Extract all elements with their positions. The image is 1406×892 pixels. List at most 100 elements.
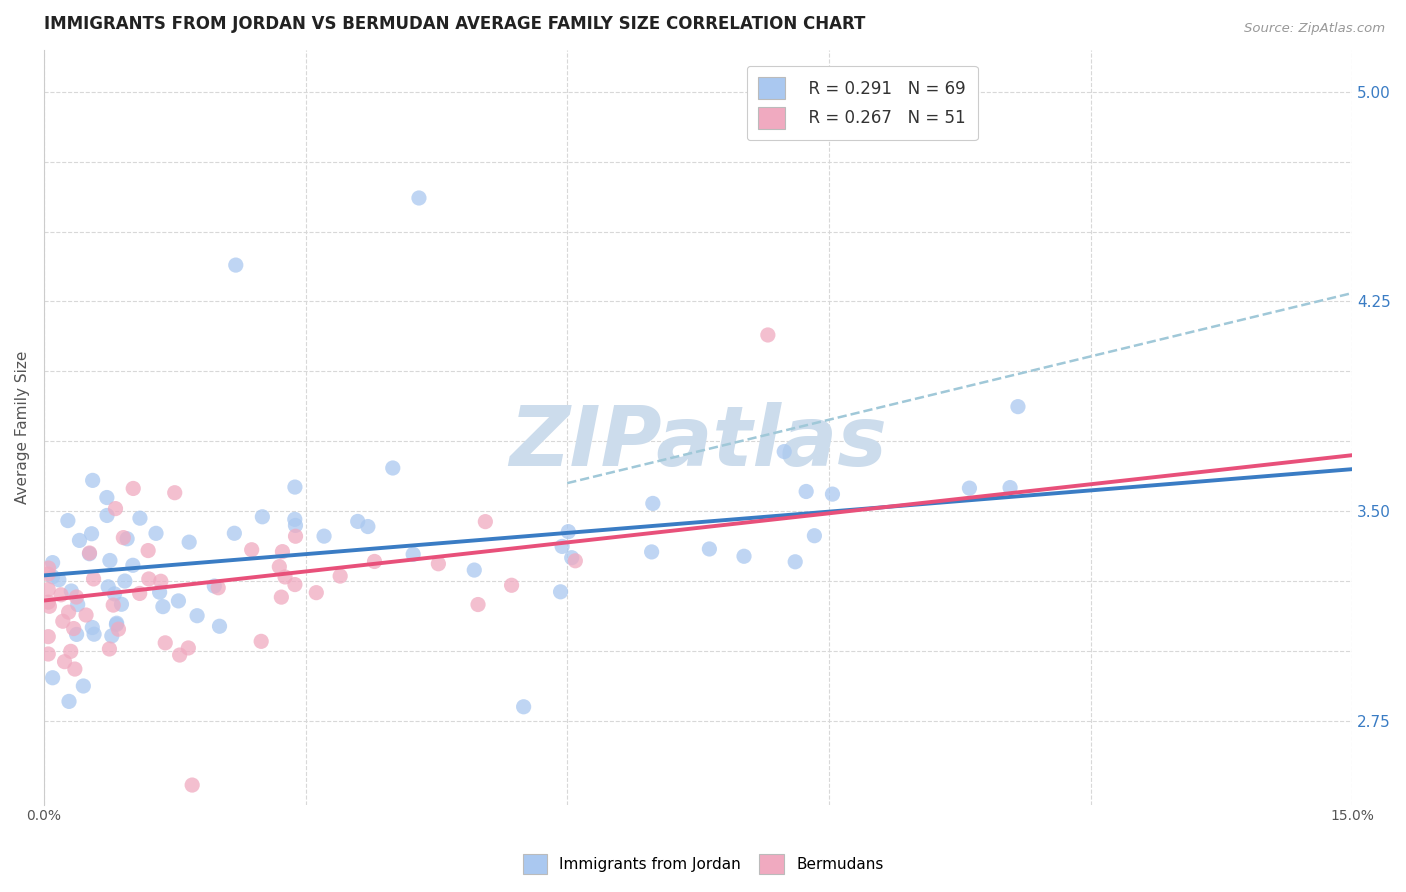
Legend:   R = 0.291   N = 69,   R = 0.267   N = 51: R = 0.291 N = 69, R = 0.267 N = 51	[747, 66, 977, 140]
Point	[163, 485, 186, 500]
Point	[49, 588, 72, 602]
Point	[329, 569, 352, 583]
Point	[37, 567, 59, 582]
Point	[794, 484, 817, 499]
Point	[381, 461, 404, 475]
Point	[284, 512, 307, 526]
Point	[773, 444, 796, 458]
Point	[103, 587, 125, 601]
Point	[136, 543, 159, 558]
Point	[75, 607, 97, 622]
Point	[550, 584, 572, 599]
Point	[104, 501, 127, 516]
Point	[83, 572, 105, 586]
Point	[551, 540, 574, 554]
Point	[65, 627, 87, 641]
Point	[803, 529, 825, 543]
Point	[63, 662, 86, 676]
Point	[82, 620, 104, 634]
Point	[52, 614, 75, 628]
Text: ZIPatlas: ZIPatlas	[509, 401, 887, 483]
Point	[129, 511, 152, 525]
Point	[274, 570, 297, 584]
Point	[1007, 400, 1029, 414]
Point	[561, 550, 583, 565]
Point	[640, 545, 662, 559]
Point	[103, 598, 125, 612]
Point	[37, 630, 59, 644]
Point	[105, 616, 128, 631]
Point	[181, 778, 204, 792]
Point	[79, 546, 101, 560]
Point	[48, 573, 70, 587]
Point	[37, 595, 59, 609]
Point	[53, 655, 76, 669]
Point	[145, 526, 167, 541]
Point	[402, 547, 425, 561]
Point	[225, 258, 247, 272]
Point	[564, 554, 586, 568]
Point	[207, 581, 229, 595]
Point	[284, 529, 307, 543]
Point	[66, 598, 89, 612]
Point	[38, 561, 60, 575]
Point	[122, 558, 145, 573]
Legend: Immigrants from Jordan, Bermudans: Immigrants from Jordan, Bermudans	[516, 848, 890, 880]
Point	[467, 598, 489, 612]
Point	[252, 509, 274, 524]
Point	[82, 474, 104, 488]
Point	[115, 532, 138, 546]
Point	[177, 640, 200, 655]
Point	[62, 622, 84, 636]
Point	[208, 619, 231, 633]
Point	[122, 482, 145, 496]
Point	[96, 508, 118, 523]
Point	[79, 547, 101, 561]
Point	[357, 519, 380, 533]
Point	[179, 535, 201, 549]
Point	[167, 594, 190, 608]
Point	[41, 570, 63, 584]
Point	[37, 647, 59, 661]
Point	[756, 328, 779, 343]
Point	[59, 644, 82, 658]
Point	[169, 648, 191, 662]
Point	[733, 549, 755, 564]
Point	[512, 699, 534, 714]
Point	[41, 556, 63, 570]
Point	[65, 590, 87, 604]
Point	[305, 585, 328, 599]
Point	[112, 531, 135, 545]
Point	[312, 529, 335, 543]
Point	[56, 514, 79, 528]
Point	[408, 191, 430, 205]
Point	[785, 555, 807, 569]
Point	[114, 574, 136, 588]
Point	[346, 515, 368, 529]
Point	[37, 582, 59, 597]
Point	[149, 585, 172, 599]
Point	[284, 480, 307, 494]
Point	[186, 608, 208, 623]
Point	[224, 526, 246, 541]
Point	[240, 542, 263, 557]
Point	[58, 605, 80, 619]
Point	[641, 496, 664, 510]
Point	[38, 599, 60, 614]
Point	[152, 599, 174, 614]
Point	[101, 629, 124, 643]
Point	[427, 557, 450, 571]
Point	[557, 524, 579, 539]
Point	[363, 554, 385, 568]
Point	[72, 679, 94, 693]
Point	[284, 518, 307, 533]
Point	[58, 694, 80, 708]
Point	[957, 481, 980, 495]
Point	[98, 642, 121, 657]
Point	[97, 580, 120, 594]
Point	[107, 622, 129, 636]
Point	[60, 584, 83, 599]
Point	[138, 572, 160, 586]
Y-axis label: Average Family Size: Average Family Size	[15, 351, 30, 504]
Point	[998, 481, 1021, 495]
